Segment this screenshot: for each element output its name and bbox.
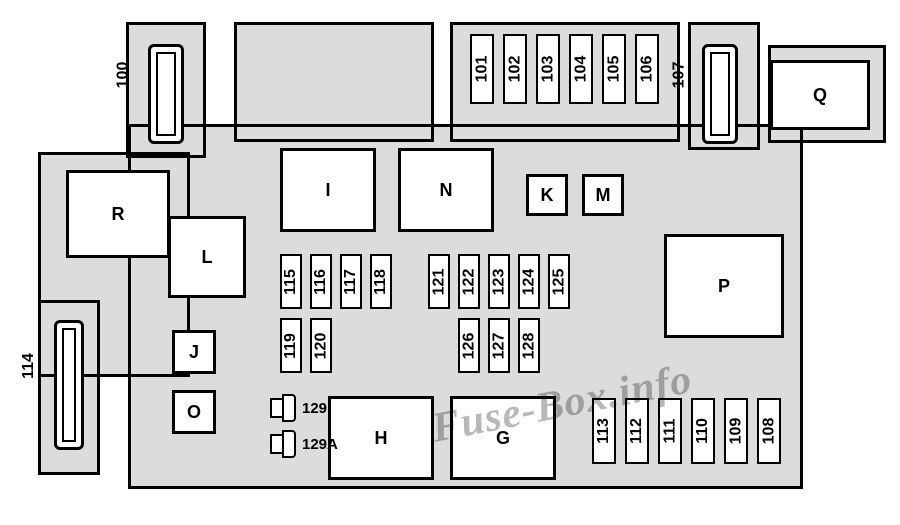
block-P: P bbox=[664, 234, 784, 338]
block-M: M bbox=[582, 174, 624, 216]
block-R: R bbox=[66, 170, 170, 258]
connector-100-label: 100 bbox=[114, 62, 132, 89]
block-K: K bbox=[526, 174, 568, 216]
fuse-111: 111 bbox=[658, 398, 682, 464]
fuse-117: 117 bbox=[340, 254, 362, 309]
fusebox-diagram: RLJO INKM HG P Q 100 107 114 101 102 103 104 105 106 1… bbox=[0, 0, 900, 525]
fuse-104: 104 bbox=[569, 34, 593, 104]
fuse-125: 125 bbox=[548, 254, 570, 309]
fuse-128: 128 bbox=[518, 318, 540, 373]
block-G: G bbox=[450, 396, 556, 480]
fuse-106: 106 bbox=[635, 34, 659, 104]
fuse-116: 116 bbox=[310, 254, 332, 309]
connector-114-slot bbox=[62, 328, 76, 442]
fuse-103: 103 bbox=[536, 34, 560, 104]
fuse-119: 119 bbox=[280, 318, 302, 373]
fuse-109: 109 bbox=[724, 398, 748, 464]
mini-fuse-129 bbox=[270, 394, 298, 422]
mini-fuse-129-label: 129 bbox=[302, 400, 327, 417]
fuse-115: 115 bbox=[280, 254, 302, 309]
mini-fuse-129A bbox=[270, 430, 298, 458]
connector-100-slot bbox=[156, 52, 176, 136]
fuse-123: 123 bbox=[488, 254, 510, 309]
fuse-118: 118 bbox=[370, 254, 392, 309]
fuse-112: 112 bbox=[625, 398, 649, 464]
fuse-102: 102 bbox=[503, 34, 527, 104]
fuse-120: 120 bbox=[310, 318, 332, 373]
block-L: L bbox=[168, 216, 246, 298]
fuse-122: 122 bbox=[458, 254, 480, 309]
block-J: J bbox=[172, 330, 216, 374]
fuse-108: 108 bbox=[757, 398, 781, 464]
fuse-121: 121 bbox=[428, 254, 450, 309]
fuse-127: 127 bbox=[488, 318, 510, 373]
plate-top-2-outline bbox=[234, 22, 434, 142]
block-H: H bbox=[328, 396, 434, 480]
connector-107-slot bbox=[710, 52, 730, 136]
block-O: O bbox=[172, 390, 216, 434]
fuse-105: 105 bbox=[602, 34, 626, 104]
fuse-113: 113 bbox=[592, 398, 616, 464]
fuse-126: 126 bbox=[458, 318, 480, 373]
fuse-124: 124 bbox=[518, 254, 540, 309]
block-N: N bbox=[398, 148, 494, 232]
fuse-101: 101 bbox=[470, 34, 494, 104]
fuse-110: 110 bbox=[691, 398, 715, 464]
block-Q: Q bbox=[770, 60, 870, 130]
connector-114-label: 114 bbox=[20, 353, 38, 379]
mini-fuse-129A-label: 129A bbox=[302, 436, 338, 453]
connector-107-label: 107 bbox=[670, 62, 688, 89]
block-I: I bbox=[280, 148, 376, 232]
